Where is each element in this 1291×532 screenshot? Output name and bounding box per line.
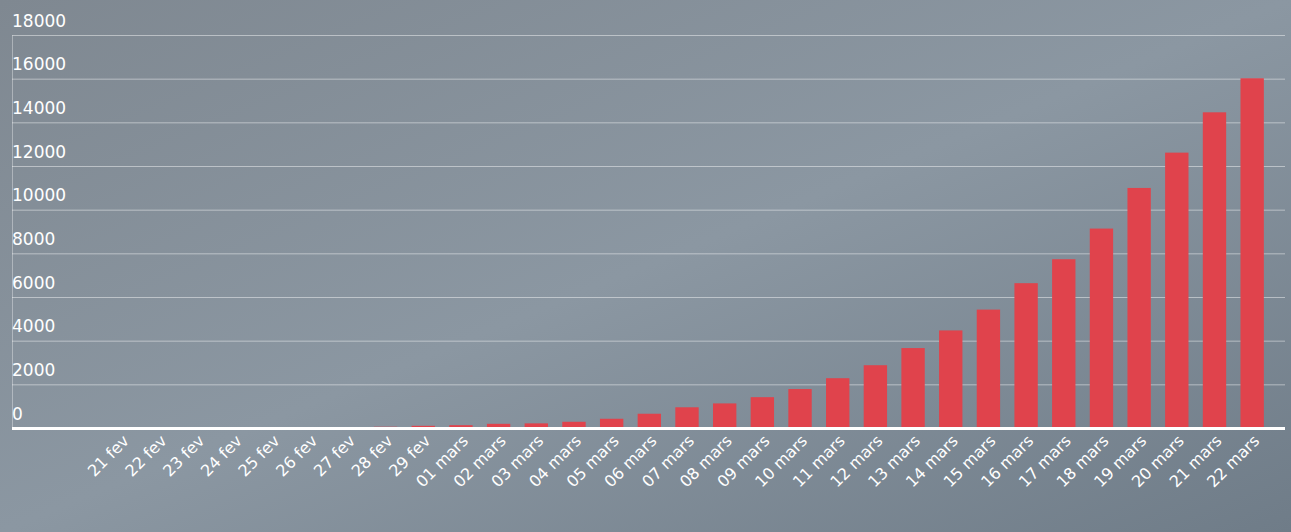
chart: 0 2000 4000 6000 8000 10000 12000 14000 16000 180… — [0, 0, 1291, 532]
x-tick: 23 fev — [159, 428, 208, 480]
bar — [1203, 112, 1226, 428]
x-tick: 25 fev — [235, 428, 284, 480]
bar — [1240, 78, 1263, 428]
x-tick-label: 22 mars — [1203, 431, 1263, 491]
y-tick-label: 6000 — [12, 273, 55, 293]
bar — [864, 365, 887, 428]
bar — [1014, 283, 1037, 428]
y-tick: 14000 — [12, 98, 1285, 123]
x-tick: 22 mars — [1203, 428, 1263, 491]
bar — [675, 407, 698, 428]
x-tick-label: 23 fev — [159, 431, 208, 480]
x-tick-label: 24 fev — [197, 431, 246, 480]
grid-line — [12, 427, 1285, 430]
bar — [713, 403, 736, 428]
x-axis: 21 fev22 fev23 fev24 fev25 fev26 fev27 f… — [84, 428, 1272, 491]
y-tick-label: 4000 — [12, 316, 55, 336]
y-tick: 10000 — [12, 185, 1285, 210]
x-tick-label: 22 fev — [121, 431, 170, 480]
y-tick-label: 8000 — [12, 229, 55, 249]
bar — [788, 389, 811, 428]
grid-line — [12, 79, 1285, 80]
x-tick-label: 27 fev — [310, 431, 359, 480]
bar — [901, 348, 924, 428]
y-axis: 0 2000 4000 6000 8000 10000 12000 14000 16000 180… — [12, 11, 1285, 429]
bar — [977, 310, 1000, 428]
grid-line — [12, 35, 1285, 36]
y-tick-label: 14000 — [12, 98, 66, 118]
x-tick-label: 21 fev — [84, 431, 133, 480]
bar — [1165, 153, 1188, 428]
bar — [826, 378, 849, 428]
y-tick: 18000 — [12, 11, 1285, 36]
bar — [638, 414, 661, 428]
background — [0, 0, 1291, 532]
x-tick-label: 25 fev — [235, 431, 284, 480]
x-axis-line — [104, 427, 1272, 430]
x-tick: 21 fev — [84, 428, 133, 480]
x-tick: 27 fev — [310, 428, 359, 480]
y-tick-label: 18000 — [12, 11, 66, 31]
bar — [939, 330, 962, 428]
grid-line — [12, 166, 1285, 167]
bar — [751, 397, 774, 428]
x-tick: 24 fev — [197, 428, 246, 480]
bar — [600, 419, 623, 428]
x-tick-label: 26 fev — [272, 431, 321, 480]
y-tick: 12000 — [12, 142, 1285, 167]
y-tick-label: 0 — [12, 404, 23, 424]
y-tick-label: 12000 — [12, 142, 66, 162]
y-tick: 16000 — [12, 54, 1285, 79]
bars — [110, 78, 1264, 428]
x-tick-label: 28 fev — [348, 431, 397, 480]
y-tick-label: 10000 — [12, 185, 66, 205]
bar — [1090, 229, 1113, 428]
y-tick-label: 16000 — [12, 54, 66, 74]
x-tick: 22 fev — [121, 428, 170, 480]
grid-line — [12, 122, 1285, 123]
x-tick: 28 fev — [348, 428, 397, 480]
x-tick: 26 fev — [272, 428, 321, 480]
grid-line — [12, 210, 1285, 211]
y-tick-label: 2000 — [12, 360, 55, 380]
bar — [1127, 188, 1150, 428]
bar — [1052, 259, 1075, 428]
